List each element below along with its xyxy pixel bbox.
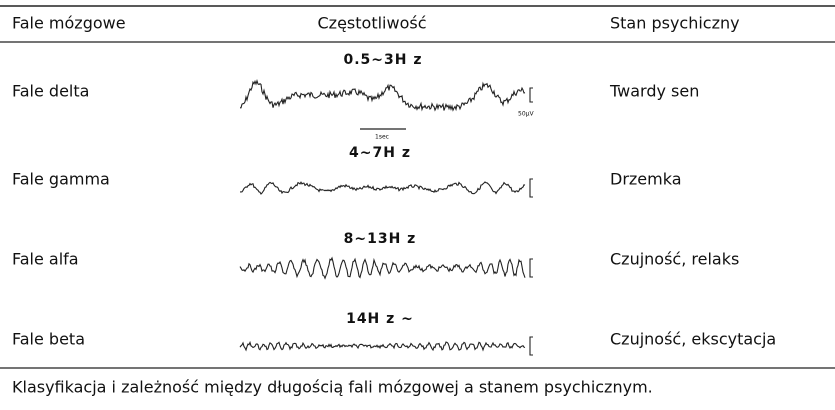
eeg-trace <box>239 340 526 352</box>
state: Czujność, relaks <box>610 250 739 269</box>
amplitude-bar <box>529 258 533 278</box>
state: Twardy sen <box>609 82 699 101</box>
state: Czujność, ekscytacja <box>610 330 776 349</box>
amplitude-bar <box>529 87 533 103</box>
frequency: 14H z ~ <box>346 311 414 327</box>
amplitude-scale-label: 50μV <box>518 111 534 118</box>
wave-name: Fale delta <box>12 82 89 101</box>
header-cell: Częstotliwość <box>318 14 427 33</box>
state: Drzemka <box>610 170 682 189</box>
wave-name: Fale alfa <box>12 250 79 269</box>
frequency: 4~7H z <box>349 145 411 161</box>
header-cell: Stan psychiczny <box>610 14 740 33</box>
frequency: 0.5~3H z <box>343 52 422 68</box>
amplitude-bar <box>529 178 533 198</box>
amplitude-bar <box>529 336 533 356</box>
header-cell: Fale mózgowe <box>12 14 126 33</box>
wave-name: Fale gamma <box>12 170 110 189</box>
frequency: 8~13H z <box>344 231 417 247</box>
time-scale-label: 1sec <box>375 134 389 141</box>
wave-name: Fale beta <box>12 330 85 349</box>
eeg-trace <box>239 256 526 280</box>
eeg-trace <box>240 181 526 195</box>
eeg-trace <box>240 78 526 112</box>
caption: Klasyfikacja i zależność między długości… <box>12 378 653 397</box>
